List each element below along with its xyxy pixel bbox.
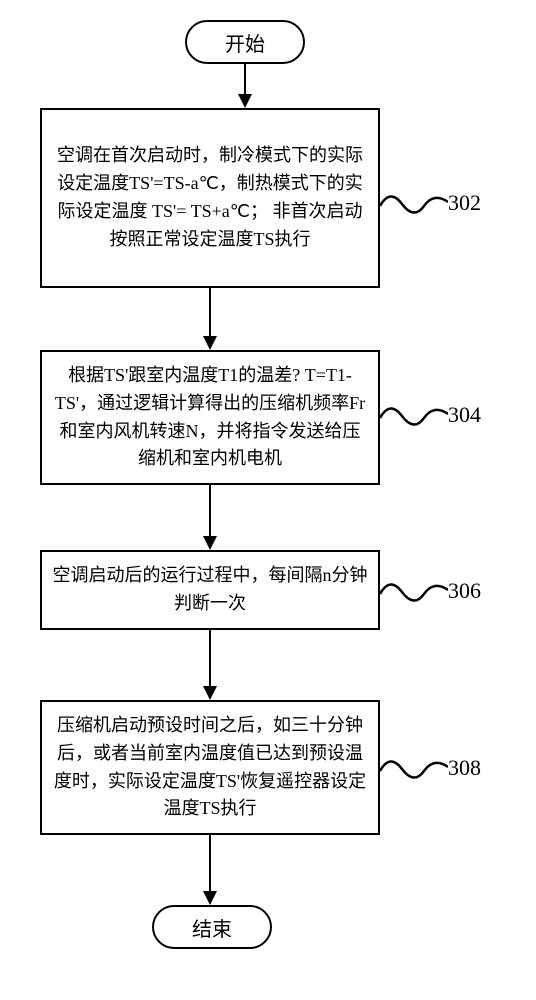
edge-arrowhead xyxy=(203,686,217,700)
squiggle-connector xyxy=(380,188,448,224)
process-304: 根据TS'跟室内温度T1的温差? T=T1-TS'，通过逻辑计算得出的压缩机频率… xyxy=(40,350,380,485)
process-306: 空调启动后的运行过程中，每间隔n分钟判断一次 xyxy=(40,550,380,630)
edge-arrowhead xyxy=(203,536,217,550)
squiggle-connector xyxy=(380,753,448,789)
edge-arrowhead xyxy=(203,891,217,905)
terminator-start: 开始 xyxy=(185,20,305,64)
terminator-end: 结束 xyxy=(152,905,272,949)
step-label-304: 304 xyxy=(448,402,481,428)
process-308-text: 压缩机启动预设时间之后，如三十分钟后，或者当前室内温度值已达到预设温度时，实际设… xyxy=(52,712,368,824)
process-304-text: 根据TS'跟室内温度T1的温差? T=T1-TS'，通过逻辑计算得出的压缩机频率… xyxy=(52,362,368,474)
squiggle-connector xyxy=(380,576,448,612)
edge-line xyxy=(209,288,211,336)
process-306-text: 空调启动后的运行过程中，每间隔n分钟判断一次 xyxy=(52,562,368,618)
terminator-end-label: 结束 xyxy=(192,913,232,942)
process-308: 压缩机启动预设时间之后，如三十分钟后，或者当前室内温度值已达到预设温度时，实际设… xyxy=(40,700,380,835)
edge-line xyxy=(209,630,211,686)
squiggle-connector xyxy=(380,400,448,436)
edge-arrowhead xyxy=(238,94,252,108)
edge-line xyxy=(209,835,211,891)
edge-line xyxy=(209,485,211,536)
step-label-306: 306 xyxy=(448,578,481,604)
terminator-start-label: 开始 xyxy=(225,28,265,57)
edge-arrowhead xyxy=(203,336,217,350)
edge-line xyxy=(244,64,246,94)
step-label-302: 302 xyxy=(448,190,481,216)
process-302: 空调在首次启动时，制冷模式下的实际设定温度TS'=TS-a℃，制热模式下的实际设… xyxy=(40,108,380,288)
flowchart-container: 开始 空调在首次启动时，制冷模式下的实际设定温度TS'=TS-a℃，制热模式下的… xyxy=(20,20,516,980)
process-302-text: 空调在首次启动时，制冷模式下的实际设定温度TS'=TS-a℃，制热模式下的实际设… xyxy=(52,142,368,254)
step-label-308: 308 xyxy=(448,755,481,781)
